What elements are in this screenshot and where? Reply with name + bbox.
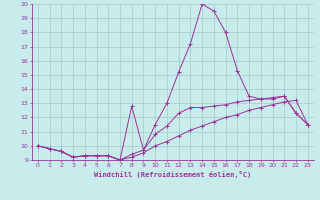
X-axis label: Windchill (Refroidissement éolien,°C): Windchill (Refroidissement éolien,°C) <box>94 171 252 178</box>
